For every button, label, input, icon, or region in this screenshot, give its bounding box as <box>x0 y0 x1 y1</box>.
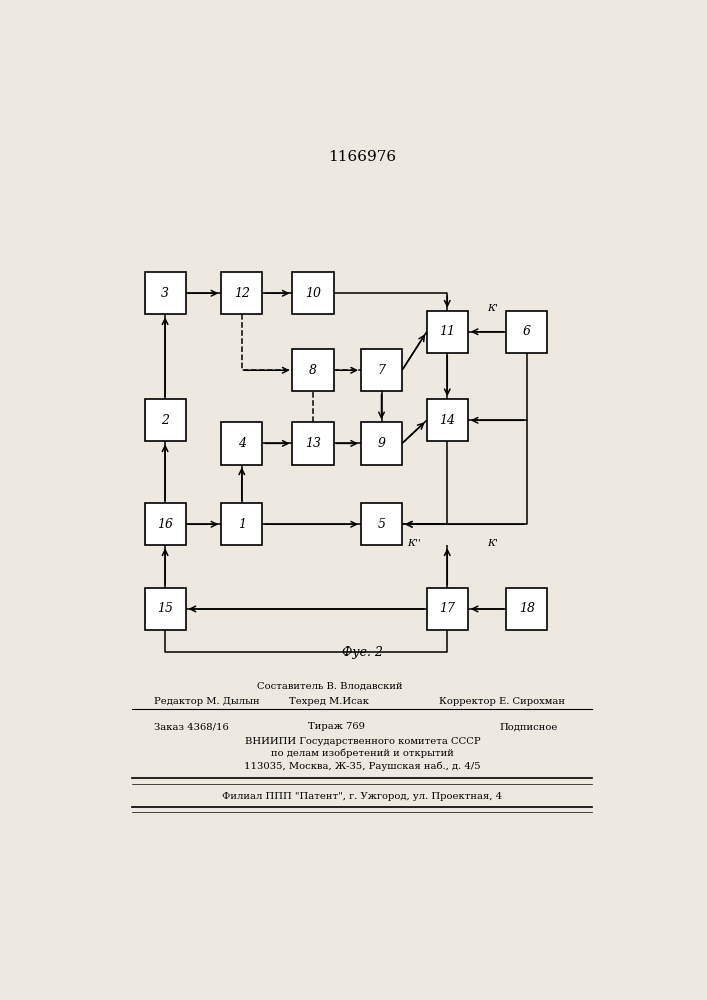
Text: Корректор Е. Сирохман: Корректор Е. Сирохман <box>439 697 565 706</box>
Bar <box>144 503 186 545</box>
Text: 4: 4 <box>238 437 246 450</box>
Text: 113035, Москва, Ж-35, Раушская наб., д. 4/5: 113035, Москва, Ж-35, Раушская наб., д. … <box>244 761 481 771</box>
Text: Техред М.Исак: Техред М.Исак <box>289 697 370 706</box>
Bar <box>144 399 186 441</box>
Text: 9: 9 <box>378 437 385 450</box>
Text: 17: 17 <box>439 602 455 615</box>
Text: 1: 1 <box>238 518 246 531</box>
Text: по делам изобретений и открытий: по делам изобретений и открытий <box>271 749 454 758</box>
Text: 1166976: 1166976 <box>328 150 397 164</box>
Text: 16: 16 <box>157 518 173 531</box>
Bar <box>144 272 186 314</box>
Bar <box>221 272 262 314</box>
Text: 10: 10 <box>305 287 321 300</box>
Text: 5: 5 <box>378 518 385 531</box>
Text: Тираж 769: Тираж 769 <box>308 722 365 731</box>
Text: 18: 18 <box>519 602 534 615</box>
Bar <box>293 272 334 314</box>
Bar <box>427 399 468 441</box>
Text: 2: 2 <box>161 414 169 427</box>
Text: 15: 15 <box>157 602 173 615</box>
Bar <box>221 503 262 545</box>
Bar <box>361 349 402 391</box>
Text: К'': К'' <box>407 539 421 548</box>
Text: К': К' <box>487 304 498 313</box>
Text: Филиал ППП "Патент", г. Ужгород, ул. Проектная, 4: Филиал ППП "Патент", г. Ужгород, ул. Про… <box>222 792 503 801</box>
Bar <box>361 503 402 545</box>
Bar <box>144 588 186 630</box>
Text: 8: 8 <box>309 364 317 377</box>
Text: Редактор М. Дылын: Редактор М. Дылын <box>154 697 259 706</box>
Text: 14: 14 <box>439 414 455 427</box>
Bar <box>361 422 402 465</box>
Bar <box>506 311 547 353</box>
Bar <box>221 422 262 465</box>
Text: 12: 12 <box>234 287 250 300</box>
Text: 6: 6 <box>522 325 531 338</box>
Text: Составитель В. Влодавский: Составитель В. Влодавский <box>257 681 402 690</box>
Text: К': К' <box>487 539 498 548</box>
Bar <box>506 588 547 630</box>
Text: Заказ 4368/16: Заказ 4368/16 <box>154 722 229 731</box>
Bar <box>293 422 334 465</box>
Text: 11: 11 <box>439 325 455 338</box>
Text: Подписное: Подписное <box>499 722 558 731</box>
Text: Фуе. 2: Фуе. 2 <box>342 646 382 659</box>
Bar <box>427 588 468 630</box>
Text: 3: 3 <box>161 287 169 300</box>
Bar <box>427 311 468 353</box>
Bar <box>293 349 334 391</box>
Text: 13: 13 <box>305 437 321 450</box>
Text: 7: 7 <box>378 364 385 377</box>
Text: ВНИИПИ Государственного комитета СССР: ВНИИПИ Государственного комитета СССР <box>245 737 480 746</box>
